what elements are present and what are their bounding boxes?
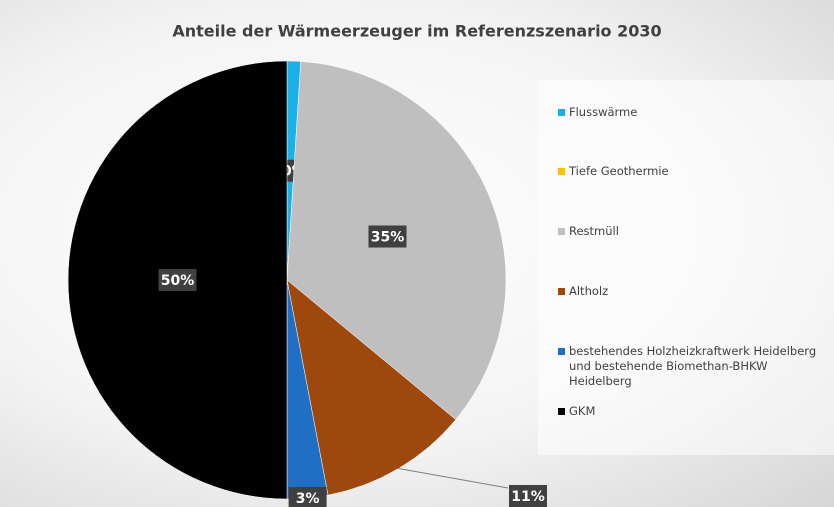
legend-label: Restmüll bbox=[569, 224, 619, 238]
legend-item: GKM bbox=[558, 404, 828, 419]
label-box bbox=[288, 487, 327, 507]
data-label: 11% bbox=[511, 489, 545, 505]
legend-item: Altholz bbox=[558, 284, 828, 299]
legend-swatch bbox=[558, 408, 565, 415]
legend-item: bestehendes Holzheizkraftwerk Heidelberg… bbox=[558, 344, 828, 389]
leader-line bbox=[398, 468, 509, 489]
data-label: 35% bbox=[371, 230, 405, 246]
legend: Flusswärme Tiefe Geothermie Restmüll Althol… bbox=[538, 80, 834, 455]
legend-item: Restmüll bbox=[558, 224, 828, 239]
legend-item: Flusswärme bbox=[558, 105, 828, 120]
legend-label: bestehendes Holzheizkraftwerk Heidelberg… bbox=[569, 344, 817, 388]
legend-swatch bbox=[558, 348, 565, 355]
data-label: 3% bbox=[296, 491, 320, 507]
label-box bbox=[368, 225, 407, 248]
legend-label: Altholz bbox=[569, 284, 609, 298]
label-box bbox=[158, 269, 197, 291]
legend-swatch bbox=[558, 168, 565, 175]
data-label: 50% bbox=[161, 273, 195, 289]
label-box bbox=[509, 485, 547, 507]
legend-label: Tiefe Geothermie bbox=[569, 164, 669, 178]
legend-swatch bbox=[558, 288, 565, 295]
legend-label: GKM bbox=[569, 404, 596, 418]
pie-slice bbox=[286, 279, 457, 496]
legend-swatch bbox=[558, 228, 565, 235]
legend-label: Flusswärme bbox=[569, 105, 638, 119]
chart-title: Anteile der Wärmeerzeuger im Referenzsze… bbox=[172, 22, 661, 41]
legend-item: Tiefe Geothermie bbox=[558, 164, 828, 179]
legend-swatch bbox=[558, 109, 565, 116]
